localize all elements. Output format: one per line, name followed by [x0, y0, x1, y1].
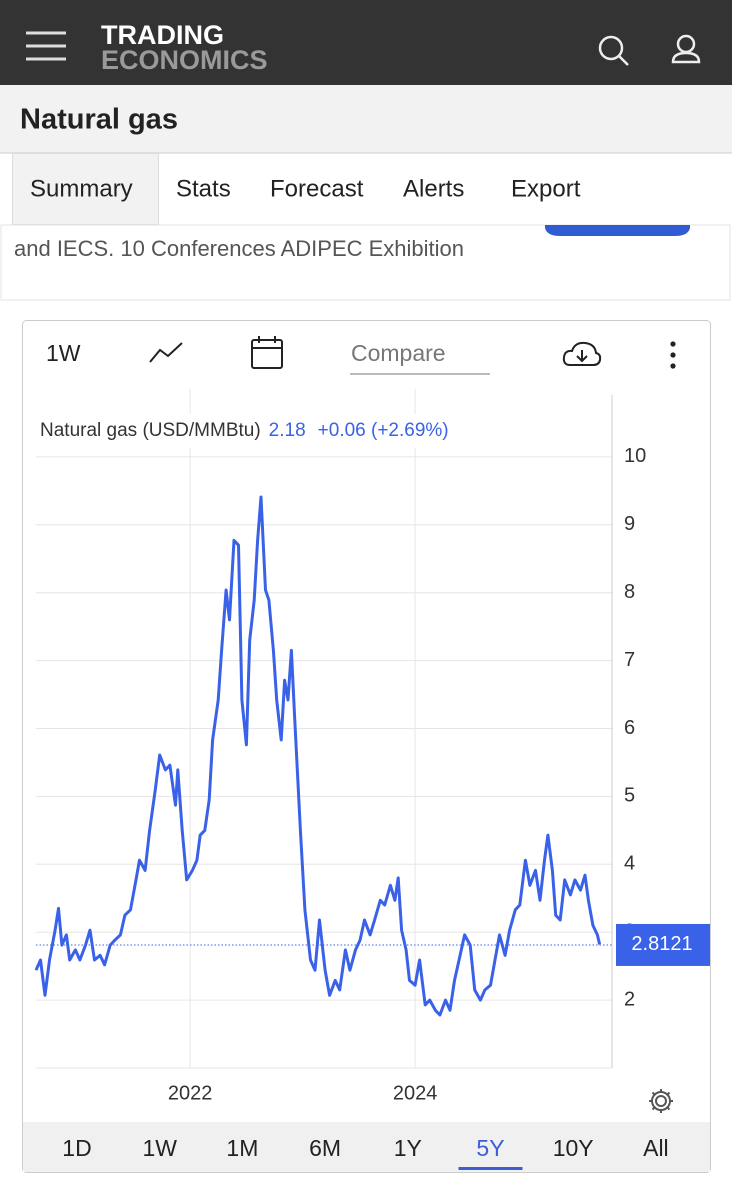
- y-tick-label: 6: [624, 717, 635, 739]
- y-tick-label: 2: [624, 988, 635, 1010]
- interval-button[interactable]: 1W: [46, 340, 81, 366]
- tab[interactable]: Alerts: [403, 175, 464, 202]
- tab[interactable]: Stats: [176, 175, 231, 202]
- calendar-icon[interactable]: [251, 336, 283, 369]
- y-tick-label: 4: [624, 853, 635, 875]
- logo-top[interactable]: TRADING: [101, 20, 224, 50]
- legend-bg: [36, 414, 520, 448]
- range-underline: [458, 1167, 523, 1170]
- range-button[interactable]: 1W: [142, 1135, 177, 1161]
- tab[interactable]: Export: [511, 175, 581, 202]
- user-icon[interactable]: [671, 34, 701, 64]
- menu-button[interactable]: [26, 31, 66, 61]
- y-tick-label: 8: [624, 581, 635, 603]
- more-menu[interactable]: [670, 341, 676, 369]
- legend-price: 2.18: [269, 420, 306, 441]
- tab[interactable]: Forecast: [270, 175, 364, 202]
- page-title: Natural gas: [20, 104, 178, 136]
- last-price-badge: [616, 923, 710, 966]
- logo-bottom[interactable]: ECONOMICS: [101, 45, 268, 75]
- x-tick-label: 2024: [393, 1082, 438, 1104]
- download-icon[interactable]: [562, 341, 602, 366]
- range-button[interactable]: 6M: [309, 1135, 341, 1161]
- chart-card: [22, 320, 711, 1173]
- tab-bar: Summary Stats Forecast Alerts Export: [12, 153, 581, 225]
- compare-input[interactable]: Compare: [351, 340, 446, 366]
- chart-type-icon[interactable]: [149, 342, 183, 363]
- tab[interactable]: Summary: [30, 175, 133, 202]
- last-price-label: 2.8121: [631, 933, 692, 955]
- y-tick-label: 5: [624, 785, 635, 807]
- range-button[interactable]: 1Y: [394, 1135, 422, 1161]
- range-bar: [23, 1122, 710, 1172]
- banner-text: and IECS. 10 Conferences ADIPEC Exhibiti…: [14, 236, 464, 261]
- banner-button[interactable]: [545, 225, 690, 236]
- legend-name: Natural gas (USD/MMBtu): [40, 420, 261, 441]
- range-button[interactable]: 1M: [226, 1135, 258, 1161]
- banner: [0, 224, 731, 301]
- settings-icon[interactable]: [649, 1089, 673, 1113]
- price-line: [34, 495, 602, 1017]
- x-tick-label: 2022: [168, 1082, 213, 1104]
- y-tick-label: 9: [624, 513, 635, 535]
- range-button[interactable]: 10Y: [553, 1135, 594, 1161]
- range-button[interactable]: All: [643, 1135, 669, 1161]
- top-bar: [0, 0, 732, 85]
- search-icon[interactable]: [598, 35, 629, 66]
- range-button[interactable]: 5Y: [476, 1135, 504, 1161]
- y-tick-label: 7: [624, 649, 635, 671]
- title-bar: [0, 85, 732, 153]
- y-tick-label: 10: [624, 445, 646, 467]
- legend-change: +0.06 (+2.69%): [318, 420, 449, 441]
- range-button[interactable]: 1D: [62, 1135, 91, 1161]
- range-buttons: 1D 1W 1M 6M 1Y 5Y 10Y All: [62, 1135, 669, 1170]
